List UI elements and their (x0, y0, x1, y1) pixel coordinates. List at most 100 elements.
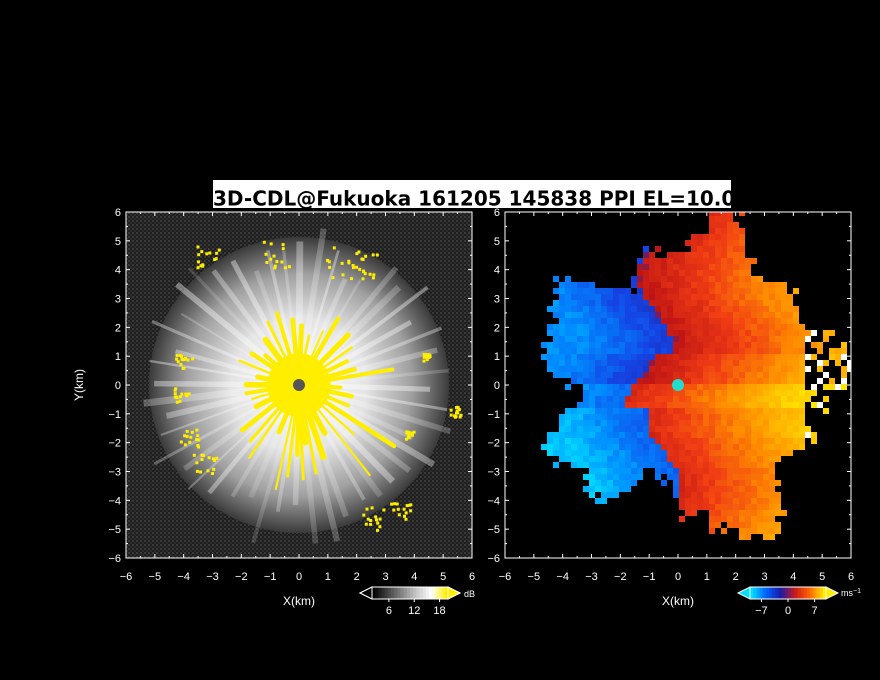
velocity-cell (661, 384, 667, 390)
velocity-cell (715, 426, 721, 432)
velocity-cell (763, 402, 769, 408)
colorbar-cell (791, 587, 795, 599)
velocity-cell (793, 438, 799, 444)
velocity-cell (847, 366, 851, 372)
velocity-cell (787, 450, 793, 456)
velocity-cell (775, 498, 781, 504)
velocity-cell (769, 396, 775, 402)
velocity-cell (601, 318, 607, 324)
velocity-cell (775, 492, 781, 498)
velocity-cell (571, 432, 577, 438)
velocity-cell (739, 378, 745, 384)
colorbar-cell (797, 587, 801, 599)
velocity-cell (595, 330, 601, 336)
velocity-cell (703, 348, 709, 354)
velocity-cell (589, 312, 595, 318)
velocity-cell (595, 480, 601, 486)
velocity-cell (679, 264, 685, 270)
velocity-cell (739, 474, 745, 480)
colorbar-cell (781, 587, 786, 599)
velocity-cell (565, 426, 571, 432)
x-tick-label: 3 (761, 571, 767, 583)
velocity-cell (709, 216, 715, 222)
echo-speck (361, 277, 365, 281)
velocity-cell (775, 414, 781, 420)
velocity-cell (679, 474, 685, 480)
velocity-cell (601, 432, 607, 438)
velocity-cell (601, 396, 607, 402)
velocity-cell (763, 396, 769, 402)
velocity-cell (691, 348, 697, 354)
velocity-cell (673, 264, 679, 270)
echo-speck (191, 357, 195, 361)
velocity-cell (757, 372, 763, 378)
velocity-cell (679, 498, 685, 504)
velocity-cell (577, 342, 583, 348)
velocity-cell (751, 330, 757, 336)
velocity-cell (817, 348, 823, 354)
echo-speck (412, 430, 416, 434)
velocity-cell (781, 438, 787, 444)
velocity-cell (673, 390, 679, 396)
velocity-cell (769, 474, 775, 480)
velocity-cell (625, 438, 631, 444)
velocity-cell (727, 396, 733, 402)
velocity-cell (637, 312, 643, 318)
velocity-cell (739, 264, 745, 270)
velocity-cell (733, 294, 739, 300)
velocity-cell (793, 312, 799, 318)
velocity-cell (685, 426, 691, 432)
velocity-cell (721, 444, 727, 450)
velocity-cell (631, 474, 637, 480)
velocity-cell (553, 354, 559, 360)
velocity-cell (547, 348, 553, 354)
velocity-cell (637, 360, 643, 366)
velocity-cell (769, 534, 775, 540)
velocity-cell (769, 426, 775, 432)
velocity-cell (583, 396, 589, 402)
velocity-cell (649, 384, 655, 390)
velocity-cell (673, 312, 679, 318)
velocity-cell (553, 432, 559, 438)
velocity-cell (721, 456, 727, 462)
velocity-cell (769, 402, 775, 408)
velocity-cell (775, 402, 781, 408)
echo-speck (358, 267, 362, 271)
velocity-cell (721, 264, 727, 270)
velocity-cell (703, 456, 709, 462)
velocity-cell (769, 420, 775, 426)
velocity-cell (733, 360, 739, 366)
velocity-cell (751, 516, 757, 522)
velocity-cell (763, 390, 769, 396)
velocity-cell (739, 300, 745, 306)
velocity-cell (643, 384, 649, 390)
colorbar-cell (438, 587, 442, 599)
velocity-cell (589, 408, 595, 414)
velocity-cell (565, 354, 571, 360)
velocity-cell (571, 312, 577, 318)
velocity-cell (631, 276, 637, 282)
velocity-cell (691, 336, 697, 342)
velocity-cell (691, 402, 697, 408)
velocity-cell (727, 222, 733, 228)
velocity-cell (691, 480, 697, 486)
velocity-cell (775, 450, 781, 456)
velocity-cell (547, 306, 553, 312)
velocity-cell (775, 510, 781, 516)
echo-speck (195, 438, 199, 441)
echo-speck (327, 260, 331, 264)
echo-speck (341, 273, 345, 277)
echo-speck (409, 509, 413, 513)
velocity-cell (745, 294, 751, 300)
velocity-cell (793, 384, 799, 390)
velocity-cell (691, 252, 697, 258)
velocity-cell (685, 486, 691, 492)
velocity-cell (835, 348, 841, 354)
velocity-cell (601, 372, 607, 378)
velocity-cell (805, 432, 811, 438)
echo-speck (200, 458, 204, 461)
velocity-cell (769, 432, 775, 438)
velocity-cell (571, 300, 577, 306)
velocity-cell (589, 432, 595, 438)
